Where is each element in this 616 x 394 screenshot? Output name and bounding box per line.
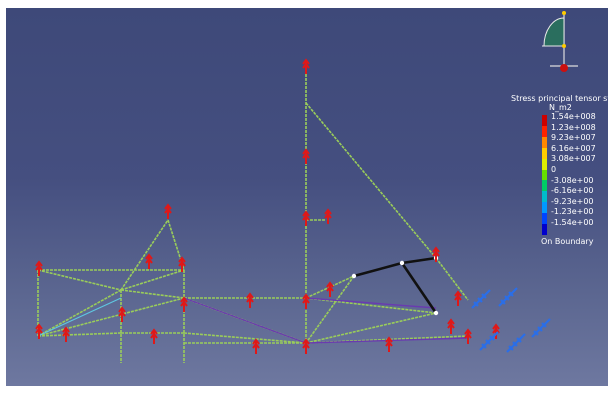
fea-model-scene[interactable] bbox=[6, 8, 608, 386]
legend-value: 1.23e+008 bbox=[551, 122, 596, 132]
load-arrow-icon bbox=[326, 281, 334, 297]
load-arrow-icon bbox=[302, 210, 310, 226]
node-point bbox=[399, 260, 405, 266]
frame-member bbox=[37, 269, 122, 291]
frame-member bbox=[37, 297, 185, 337]
node-point bbox=[433, 310, 439, 316]
load-arrow-icon bbox=[150, 328, 158, 344]
selected-member bbox=[353, 261, 403, 278]
legend-swatch bbox=[542, 136, 547, 149]
load-arrow-icon bbox=[302, 293, 310, 309]
legend-value: -1.54e+00 bbox=[551, 218, 594, 227]
load-arrow-icon bbox=[180, 296, 188, 312]
legend-swatch bbox=[542, 158, 547, 171]
clamp-restraint-icon bbox=[506, 333, 526, 353]
legend-value: 0 bbox=[551, 165, 557, 174]
3d-viewport[interactable]: Stress principal tensor sym N_m2 1.54e+0… bbox=[6, 8, 608, 386]
load-arrow-icon bbox=[447, 318, 455, 334]
clamp-restraint-icon bbox=[498, 287, 518, 307]
load-arrow-icon bbox=[432, 246, 440, 262]
frame-member bbox=[167, 219, 185, 271]
frame-member bbox=[37, 332, 122, 337]
legend-value: -3.08e+00 bbox=[551, 175, 594, 185]
load-arrow-icon bbox=[164, 203, 172, 219]
load-arrow-icon bbox=[464, 328, 472, 344]
legend-value: 1.54e+008 bbox=[551, 112, 596, 121]
legend-swatch bbox=[542, 125, 547, 138]
load-arrow-icon bbox=[178, 256, 186, 272]
clamp-restraint-icon bbox=[479, 331, 499, 351]
tension-member bbox=[305, 297, 437, 309]
frame-member bbox=[120, 219, 169, 291]
legend-swatch bbox=[542, 202, 547, 214]
load-arrow-icon bbox=[302, 58, 310, 74]
frame-member bbox=[435, 257, 469, 301]
load-arrow-icon bbox=[302, 338, 310, 354]
load-arrow-icon bbox=[252, 338, 260, 354]
clamp-restraint-icon bbox=[531, 318, 551, 338]
selected-member bbox=[400, 262, 438, 314]
frame-member bbox=[305, 297, 437, 314]
legend-value: 9.23e+007 bbox=[551, 133, 596, 143]
load-arrow-icon bbox=[35, 323, 43, 339]
compass-icon[interactable] bbox=[542, 11, 578, 72]
legend-value: -9.23e+00 bbox=[551, 196, 594, 206]
frame-member bbox=[37, 289, 122, 337]
load-arrow-icon bbox=[62, 326, 70, 342]
legend-value: 3.08e+007 bbox=[551, 154, 596, 164]
load-arrow-icon bbox=[302, 148, 310, 164]
selected-member bbox=[401, 256, 437, 265]
load-arrow-icon bbox=[492, 323, 500, 339]
load-arrow-icon bbox=[454, 290, 462, 306]
tension-member bbox=[183, 297, 307, 344]
legend-color-bar bbox=[542, 115, 547, 236]
frame-member bbox=[120, 269, 185, 291]
load-arrow-icon bbox=[324, 208, 332, 224]
legend-swatch bbox=[542, 115, 547, 127]
legend-footer: On Boundary bbox=[541, 237, 594, 246]
node-point bbox=[351, 273, 357, 279]
cyan-member bbox=[37, 297, 122, 337]
legend-unit: N_m2 bbox=[549, 103, 572, 112]
legend-swatch bbox=[542, 224, 547, 236]
frame-member bbox=[305, 102, 437, 259]
load-arrow-icon bbox=[118, 306, 126, 322]
load-arrow-icon bbox=[145, 253, 153, 269]
legend-swatch bbox=[542, 169, 547, 181]
legend-swatch bbox=[542, 213, 547, 225]
legend-title: Stress principal tensor sym bbox=[511, 94, 608, 103]
load-arrow-icon bbox=[246, 292, 254, 308]
legend-swatch bbox=[542, 180, 547, 192]
legend-value: -1.23e+00 bbox=[551, 207, 594, 217]
frame-member bbox=[183, 332, 307, 344]
legend-swatch bbox=[542, 191, 547, 203]
clamp-restraint-icon bbox=[471, 289, 491, 309]
frame-member bbox=[305, 312, 437, 344]
load-arrow-icon bbox=[35, 260, 43, 276]
legend-swatch bbox=[542, 147, 547, 160]
frame-member bbox=[120, 289, 185, 299]
legend-value: 6.16e+007 bbox=[551, 143, 596, 153]
load-arrow-icon bbox=[385, 336, 393, 352]
legend-value: -6.16e+00 bbox=[551, 186, 594, 196]
frame-member bbox=[305, 275, 355, 344]
